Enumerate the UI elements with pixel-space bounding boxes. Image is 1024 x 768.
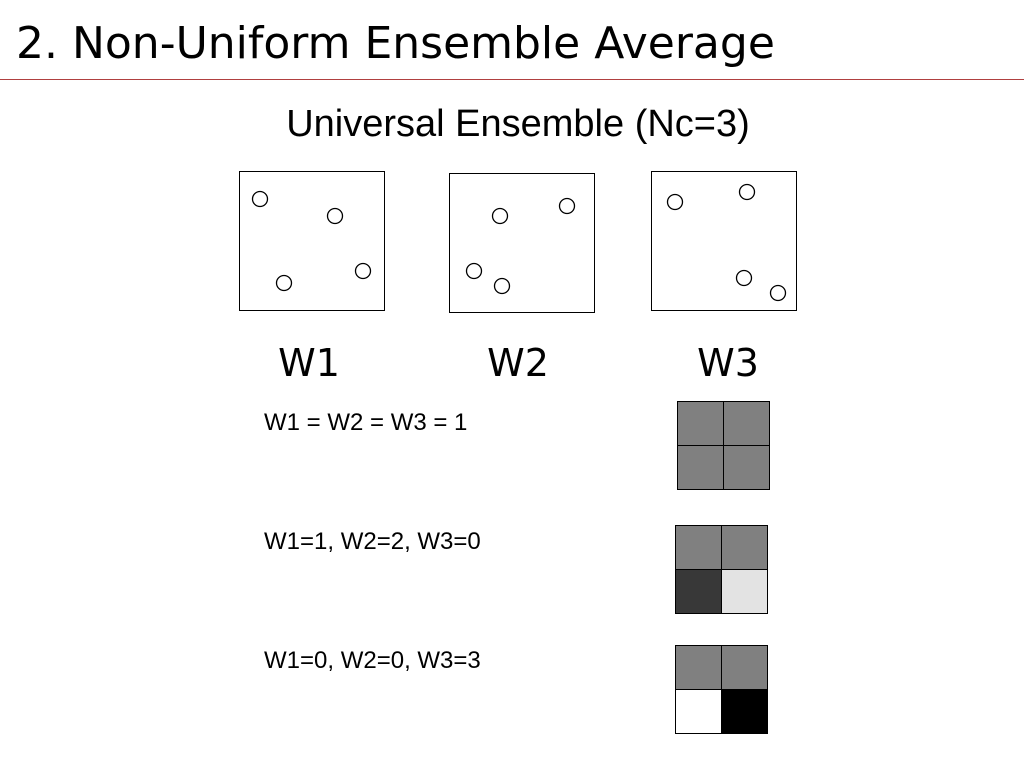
grid-cell: [677, 401, 724, 446]
ensemble-box-w1: [239, 171, 385, 311]
weight-case-label-3: W1=0, W2=0, W3=3: [264, 647, 481, 674]
particle: [493, 277, 511, 295]
particle: [465, 262, 483, 280]
particle: [769, 284, 787, 302]
ensemble-label-w3: W3: [697, 341, 759, 385]
particle: [491, 207, 509, 225]
particle: [735, 269, 753, 287]
diagram-subtitle: Universal Ensemble (Nc=3): [286, 103, 750, 145]
grid-cell: [723, 445, 770, 490]
particle: [251, 190, 269, 208]
ensemble-box-w2: [449, 173, 595, 313]
grid-cell: [677, 445, 724, 490]
particle: [738, 183, 756, 201]
grid-cell: [721, 689, 768, 734]
weight-case-label-2: W1=1, W2=2, W3=0: [264, 528, 481, 555]
grid-cell: [675, 525, 722, 570]
particle: [275, 274, 293, 292]
ensemble-label-w2: W2: [487, 341, 549, 385]
grid-cell: [675, 645, 722, 690]
grid-cell: [723, 401, 770, 446]
title-rule: [0, 79, 1024, 80]
slide-title: 2. Non-Uniform Ensemble Average: [16, 18, 775, 69]
average-grid-3: [675, 645, 768, 734]
average-grid-1: [677, 401, 770, 490]
particle: [354, 262, 372, 280]
grid-cell: [721, 569, 768, 614]
grid-cell: [675, 569, 722, 614]
grid-cell: [721, 645, 768, 690]
ensemble-box-w3: [651, 171, 797, 311]
particle: [558, 197, 576, 215]
particle: [326, 207, 344, 225]
grid-cell: [721, 525, 768, 570]
grid-cell: [675, 689, 722, 734]
ensemble-label-w1: W1: [278, 341, 340, 385]
average-grid-2: [675, 525, 768, 614]
particle: [666, 193, 684, 211]
weight-case-label-1: W1 = W2 = W3 = 1: [264, 409, 467, 436]
